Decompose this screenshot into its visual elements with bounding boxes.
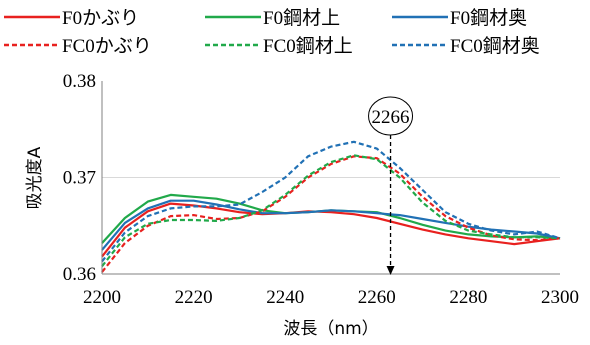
series-line-2 (101, 193, 561, 244)
axes (101, 81, 560, 275)
x-tick-label: 2300 (541, 287, 579, 308)
legend-label: FC0鋼材奥 (450, 35, 540, 57)
y-axis-label: 吸光度A (25, 146, 45, 209)
legend-label: F0かぶり (62, 8, 139, 29)
x-tick-label: 2280 (449, 287, 487, 308)
series-line-6 (101, 140, 561, 263)
y-tick-label: 0.38 (63, 71, 96, 92)
x-tick-label: 2220 (175, 287, 213, 308)
x-tick-label: 2200 (83, 287, 121, 308)
x-tick-label: 2260 (358, 287, 396, 308)
y-tick-label: 0.37 (63, 168, 96, 189)
legend-label: FC0鋼材上 (263, 35, 353, 57)
series-line-5 (101, 154, 561, 267)
legend-label: F0鋼材上 (263, 7, 340, 29)
series-line-4 (101, 155, 561, 273)
peak-label: 2266 (372, 107, 410, 128)
peak-marker-arrowhead (386, 266, 395, 275)
x-tick-label: 2240 (266, 287, 304, 308)
y-tick-label: 0.36 (63, 264, 96, 285)
tick-labels: 2200 2220 2240 2260 2280 2300 0.36 0.37 0.38 (63, 71, 579, 308)
legend: F0かぶり F0鋼材上 F0鋼材奥 FC0かぶり FC0鋼材上 FC0鋼材奥 (4, 7, 540, 57)
peak-annotation: 2266 (368, 96, 414, 275)
series-line-1 (101, 202, 561, 258)
series-lines (101, 140, 561, 273)
legend-label: F0鋼材奥 (450, 7, 527, 29)
x-axis-label: 波長（nm） (283, 319, 378, 339)
legend-label: FC0かぶり (62, 36, 152, 57)
peak-label-ellipse (368, 96, 414, 136)
